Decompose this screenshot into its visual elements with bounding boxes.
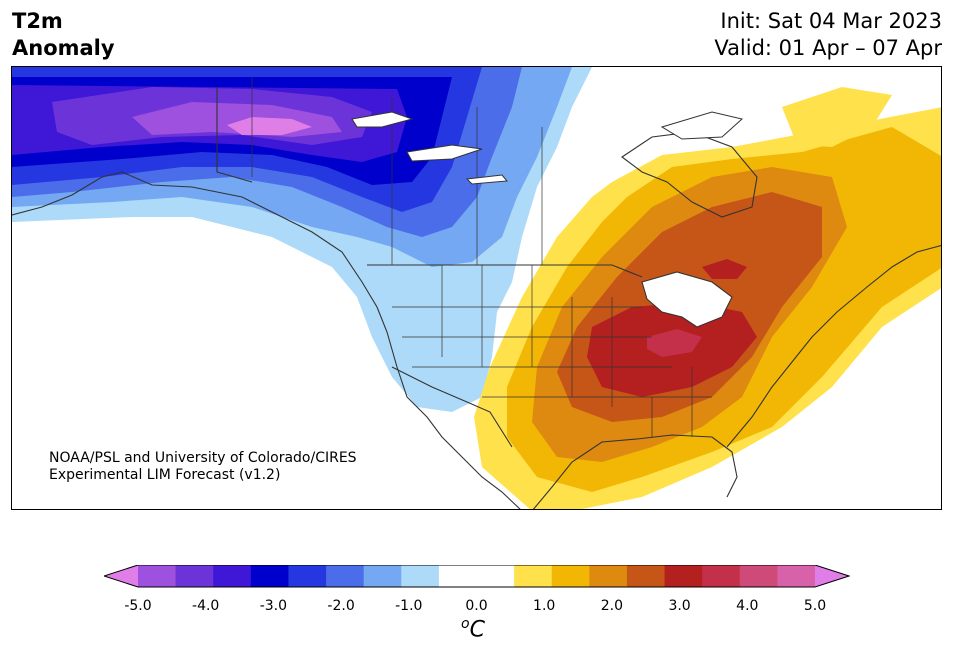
colorbar-cells: [104, 565, 849, 587]
great-lakes: [641, 271, 733, 328]
colorbar-cell: [514, 565, 553, 587]
colorbar-extension-low: [104, 565, 138, 587]
unit-base: C: [469, 617, 485, 643]
colorbar-tick-label: 1.0: [533, 598, 556, 614]
arctic-islands: [351, 111, 744, 185]
island-4: [660, 111, 744, 140]
credit-line-1: NOAA/PSL and University of Colorado/CIRE…: [49, 450, 357, 466]
colorbar-tick-label: 4.0: [736, 598, 759, 614]
colorbar-cell: [739, 565, 778, 587]
colorbar-cell: [702, 565, 741, 587]
colorbar-cell: [664, 565, 703, 587]
forecast-dates: Init: Sat 04 Mar 2023 Valid: 01 Apr – 07…: [714, 8, 942, 62]
title-line-2: Anomaly: [12, 36, 115, 60]
colorbar-cell: [626, 565, 666, 587]
credit-line-2: Experimental LIM Forecast (v1.2): [49, 467, 281, 483]
colorbar-cell: [589, 565, 628, 587]
colorbar-cell: [551, 565, 590, 587]
colorbar-tick-label: 2.0: [600, 598, 624, 614]
unit-degree-mark: o: [461, 616, 470, 632]
colorbar: [104, 565, 850, 588]
state-lines: [392, 265, 712, 437]
island-2: [406, 144, 483, 162]
colorbar-tick-label: -2.0: [327, 598, 355, 614]
colorbar-cell: [363, 565, 402, 587]
anomaly-map: [11, 66, 942, 510]
cold-band-minus-4-5: [227, 117, 312, 135]
colorbar-tick-label: -1.0: [395, 598, 423, 614]
colorbar-cell: [326, 565, 365, 587]
colorbar-unit: oC: [461, 616, 485, 642]
map-title: T2m Anomaly: [12, 8, 115, 62]
colorbar-cell: [438, 565, 477, 587]
coastline-gulf: [532, 434, 738, 509]
colorbar-cell: [138, 565, 177, 587]
island-3: [465, 174, 508, 185]
island-1: [351, 111, 414, 128]
colorbar-tick-label: -4.0: [192, 598, 220, 614]
colorbar-cell: [476, 565, 515, 587]
warm-band-3-5: [647, 329, 702, 357]
border-us-mexico: [391, 366, 513, 448]
colorbar-cell: [401, 565, 440, 587]
colorbar-cell: [213, 565, 252, 587]
colorbar-tick-label: 5.0: [803, 598, 827, 614]
colorbar-tick-label: 3.0: [668, 598, 691, 614]
coastline-pacific: [12, 171, 521, 509]
credit-text: NOAA/PSL and University of Colorado/CIRE…: [49, 450, 357, 484]
valid-date: Valid: 01 Apr – 07 Apr: [714, 36, 942, 60]
colorbar-extension-high: [815, 565, 849, 587]
colorbar-outline: [104, 565, 850, 588]
map-svg: [12, 67, 941, 509]
colorbar-tick-label: 0.0: [465, 598, 488, 614]
colorbar-cell: [777, 565, 816, 587]
boundaries-layer: [12, 77, 941, 509]
warm-band-greenland: [782, 87, 892, 147]
province-lines: [251, 77, 543, 265]
init-date: Init: Sat 04 Mar 2023: [720, 9, 942, 33]
border-alaska: [216, 87, 253, 183]
colorbar-cell: [288, 565, 327, 587]
colorbar-cell: [250, 565, 289, 587]
colorbar-tick-label: -5.0: [124, 598, 152, 614]
colorbar-cell: [175, 565, 214, 587]
title-line-1: T2m: [12, 9, 63, 33]
colorbar-tick-label: -3.0: [259, 598, 288, 614]
coastline-atlantic: [726, 244, 941, 448]
warm-band-3-0: [702, 259, 747, 279]
